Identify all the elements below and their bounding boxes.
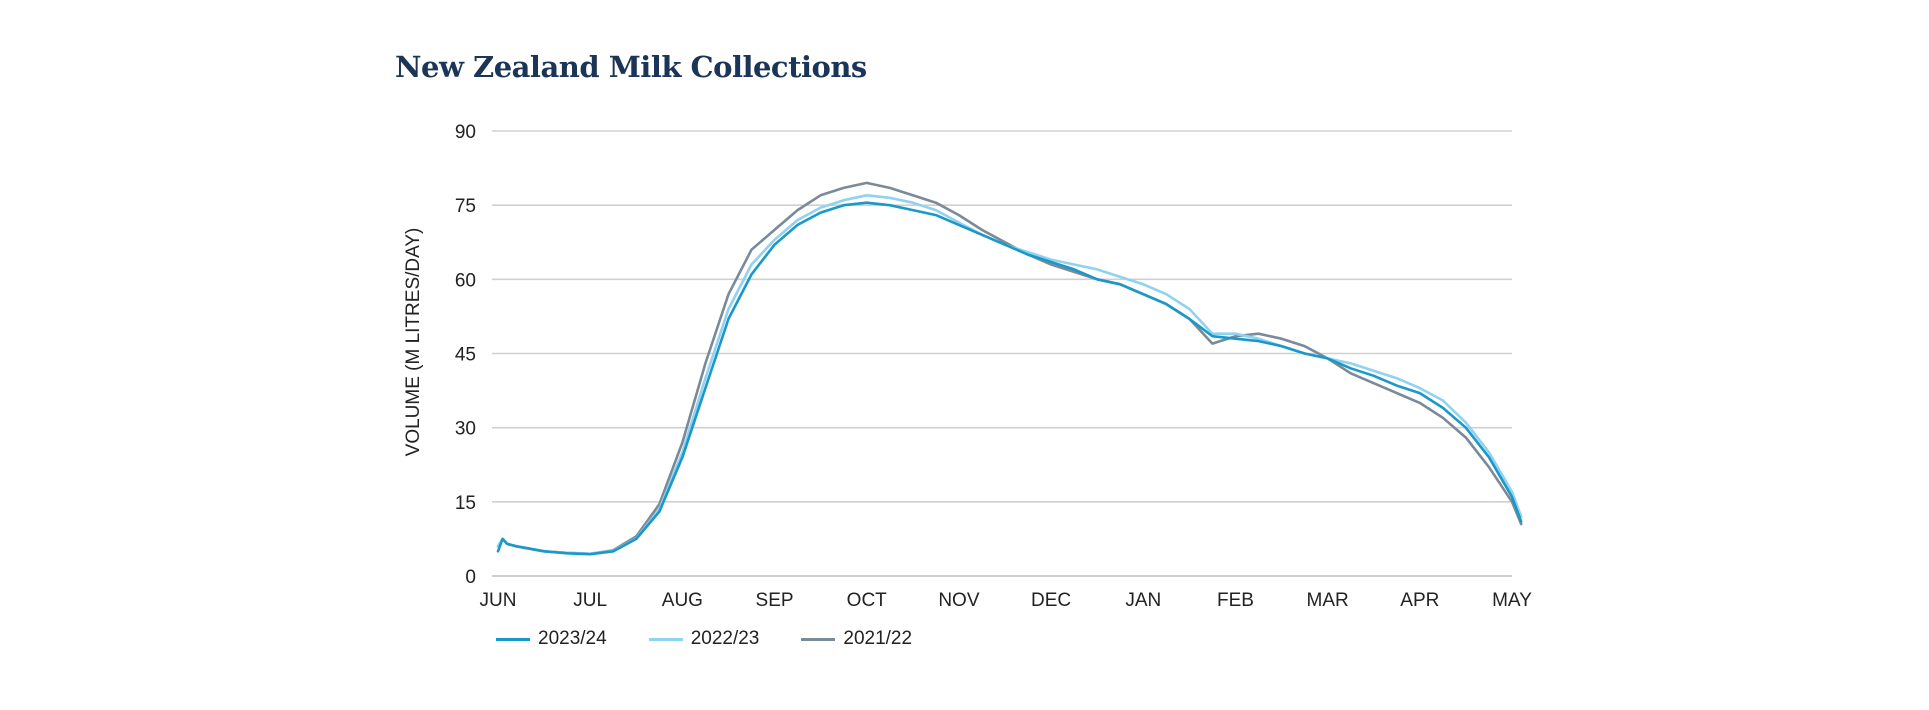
y-tick-label: 90 [455,122,476,143]
legend-item: 2023/24 [496,628,607,650]
x-tick-label: JAN [1125,590,1161,611]
y-tick-label: 30 [455,419,476,440]
legend-swatch [801,637,836,641]
legend-item: 2022/23 [648,628,760,650]
x-tick-label: MAR [1307,590,1349,611]
x-tick-label: JUL [573,590,607,611]
x-tick-label: OCT [847,590,888,611]
legend-item: 2021/22 [801,628,912,650]
legend-swatch [496,637,530,641]
y-tick-label: 0 [465,567,476,588]
series-lines [496,181,1523,556]
gridlines [492,130,1512,577]
legend-label: 2023/24 [538,628,607,649]
x-tick-labels: JUN JUL AUG SEP OCT NOV DEC JAN FEB MAR APR MAY [480,590,1533,611]
y-tick-label: 15 [455,493,476,514]
y-tick-label: 75 [455,196,476,217]
chart-title: New Zealand Milk Collections [395,50,867,84]
legend-swatch [648,637,683,641]
legend-label: 2021/22 [843,628,913,649]
x-tick-label: APR [1400,590,1439,611]
y-axis-title: VOLUME (M LITRES/DAY) [403,228,424,457]
x-tick-label: DEC [1031,590,1071,611]
y-tick-labels: 0 15 30 45 60 75 90 [455,122,476,588]
x-tick-label: SEP [756,590,794,611]
x-tick-label: AUG [662,590,703,611]
x-tick-label: MAY [1492,590,1532,611]
y-tick-label: 45 [455,345,476,366]
x-tick-label: NOV [938,590,980,611]
series-line-2023-24 [496,201,1523,556]
legend: 2023/24 2022/23 2021/22 [496,628,912,650]
x-tick-label: JUN [480,590,517,611]
x-tick-label: FEB [1217,590,1254,611]
y-tick-label: 60 [455,270,476,291]
legend-label: 2022/23 [690,628,760,649]
